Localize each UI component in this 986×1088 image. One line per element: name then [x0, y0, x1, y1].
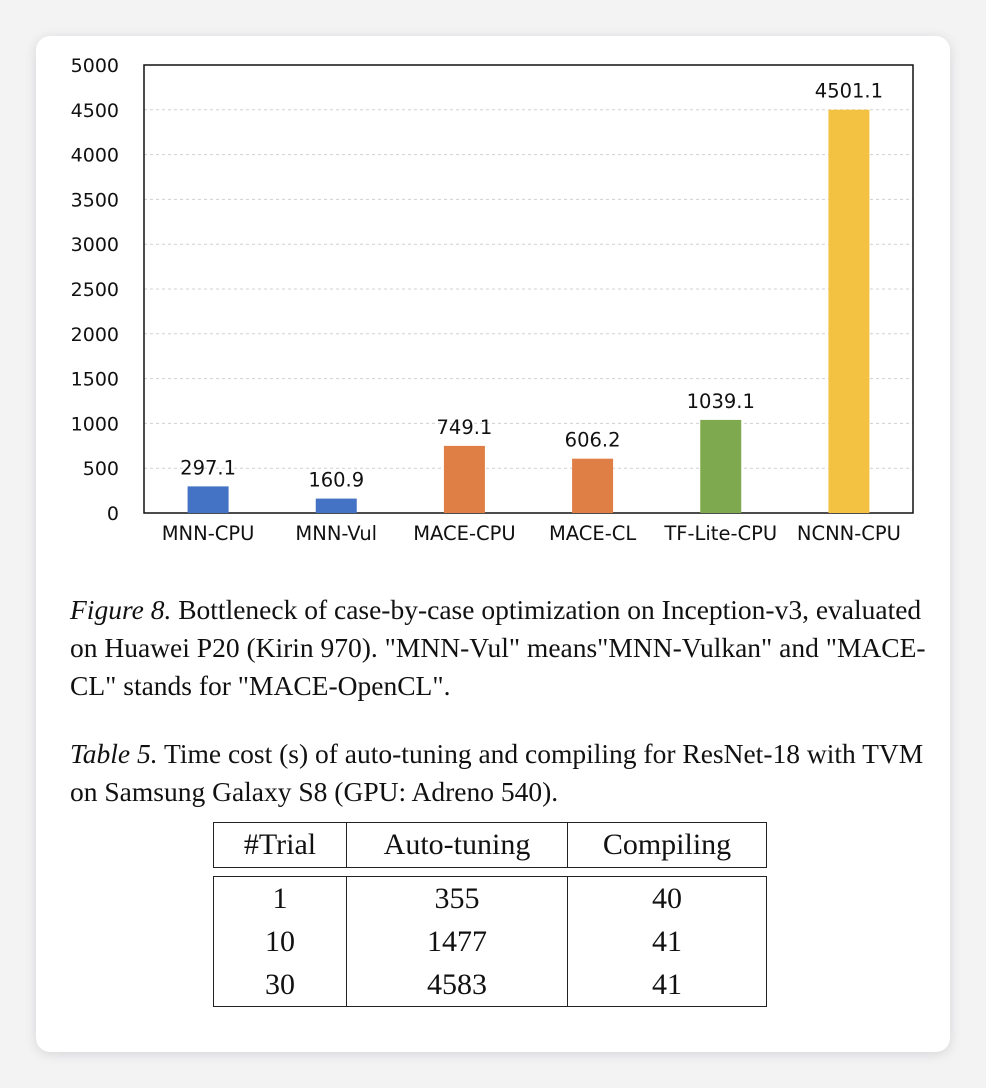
table-caption-text: Time cost (s) of auto-tuning and compili…	[70, 738, 924, 807]
x-tick-label: MACE-CL	[549, 522, 636, 545]
y-tick-label: 2000	[71, 324, 119, 346]
results-table: #Trial Auto-tuning Compiling 1 355 40 10…	[213, 822, 767, 1007]
y-tick-label: 5000	[71, 55, 119, 77]
x-tick-label: MNN-Vul	[295, 522, 377, 545]
table-caption-lead: Table 5.	[70, 738, 158, 769]
cell-compiling: 40	[568, 876, 767, 920]
cell-trial: 10	[213, 920, 347, 963]
data-label: 4501.1	[815, 80, 883, 103]
table-row: 10 1477 41	[213, 920, 767, 963]
plot-frame	[143, 64, 914, 514]
y-tick-label: 1000	[71, 413, 119, 435]
y-tick-label: 4500	[71, 100, 119, 122]
table-header-row: #Trial Auto-tuning Compiling	[213, 822, 767, 868]
figure-caption-lead: Figure 8.	[70, 594, 172, 625]
cell-trial: 1	[213, 876, 347, 920]
figure-caption: Figure 8. Bottleneck of case-by-case opt…	[70, 591, 930, 705]
y-tick-label: 4000	[71, 145, 119, 167]
bar	[700, 419, 742, 513]
data-label: 160.9	[308, 469, 364, 492]
table-row: 1 355 40	[213, 876, 767, 920]
header-compiling: Compiling	[568, 822, 767, 868]
cell-auto-tuning: 4583	[347, 963, 568, 1007]
bar	[443, 445, 485, 513]
y-tick-label: 3500	[71, 189, 119, 211]
cell-trial: 30	[213, 963, 347, 1007]
cell-compiling: 41	[568, 920, 767, 963]
figure-caption-text: Bottleneck of case-by-case optimization …	[70, 594, 926, 701]
y-tick-label: 1500	[71, 369, 119, 391]
bar-chart: 0 500 1000 1500 2000 2500 3000 3500 4000 4500 5000…	[71, 55, 914, 545]
cell-auto-tuning: 1477	[347, 920, 568, 963]
header-trial: #Trial	[213, 822, 347, 868]
x-tick-label: NCNN-CPU	[797, 522, 901, 545]
y-tick-label: 3000	[71, 234, 119, 256]
data-label: 749.1	[437, 416, 493, 439]
bar	[572, 458, 614, 513]
y-tick-label: 0	[107, 503, 119, 525]
table-row: 30 4583 41	[213, 963, 767, 1007]
y-tick-label: 500	[83, 458, 119, 480]
header-auto-tuning: Auto-tuning	[347, 822, 568, 868]
x-tick-label: MACE-CPU	[413, 522, 515, 545]
bar	[315, 498, 357, 513]
cell-auto-tuning: 355	[347, 876, 568, 920]
data-label: 1039.1	[687, 390, 755, 413]
data-label: 606.2	[565, 429, 621, 452]
bar	[828, 109, 870, 513]
y-tick-label: 2500	[71, 279, 119, 301]
x-tick-label: TF-Lite-CPU	[663, 522, 777, 545]
paper-card	[36, 36, 950, 1052]
bar	[187, 486, 229, 513]
table-gap	[213, 868, 767, 876]
x-tick-label: MNN-CPU	[162, 522, 255, 545]
table-caption: Table 5. Time cost (s) of auto-tuning an…	[70, 735, 930, 811]
cell-compiling: 41	[568, 963, 767, 1007]
data-label: 297.1	[180, 456, 236, 479]
